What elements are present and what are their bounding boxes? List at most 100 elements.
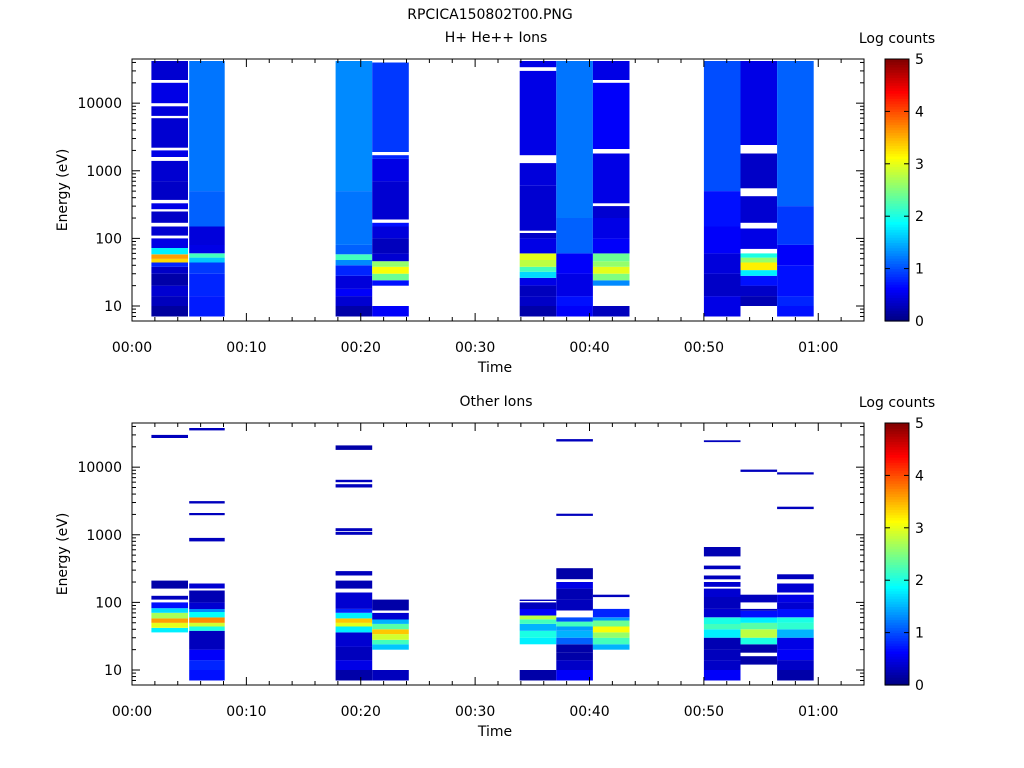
heatmap-cell xyxy=(189,612,225,618)
heatmap-cell xyxy=(703,588,741,597)
heatmap-cell xyxy=(372,261,409,267)
heatmap-cell xyxy=(556,568,593,580)
heatmap-cell xyxy=(777,637,814,650)
colorbar-swatch xyxy=(885,535,909,539)
heatmap-cell xyxy=(519,277,557,286)
colorbar-swatch xyxy=(885,640,909,644)
heatmap-cell xyxy=(151,266,188,274)
heatmap-cell xyxy=(519,599,557,601)
heatmap-cell xyxy=(189,191,225,227)
colorbar-tick-label: 1 xyxy=(915,626,924,642)
colorbar-swatch xyxy=(885,658,909,663)
colorbar-swatch xyxy=(885,559,909,563)
heatmap-cell xyxy=(740,153,778,189)
colorbar-tick-label: 3 xyxy=(915,157,924,173)
heatmap-cell xyxy=(592,153,630,204)
colorbar-swatch xyxy=(885,297,909,301)
colorbar-swatch xyxy=(885,588,909,592)
heatmap-cell xyxy=(151,580,188,589)
heatmap-cell xyxy=(592,608,630,618)
heatmap-cell xyxy=(777,622,814,630)
colorbar-swatch xyxy=(885,132,909,136)
colorbar-tick-label: 2 xyxy=(915,573,924,589)
colorbar-swatch xyxy=(885,69,909,73)
heatmap-cell xyxy=(556,599,593,611)
colorbar-swatch xyxy=(885,493,909,497)
heatmap-cell xyxy=(592,61,630,80)
colorbar-swatch xyxy=(885,462,909,466)
heatmap-cell xyxy=(740,257,778,263)
x-tick-label: 00:00 xyxy=(112,340,152,356)
colorbar-swatch xyxy=(885,108,909,112)
panel-title: Other Ions xyxy=(459,394,532,410)
heatmap-cell xyxy=(519,615,557,620)
colorbar-swatch xyxy=(885,519,909,524)
heatmap-cell xyxy=(151,296,188,306)
colorbar-swatch xyxy=(885,609,909,613)
heatmap-cell xyxy=(556,273,593,297)
y-axis-label: Energy (eV) xyxy=(55,513,71,596)
colorbar-swatch xyxy=(885,114,909,118)
heatmap-cell xyxy=(592,273,630,281)
heatmap-cell xyxy=(335,445,373,450)
colorbar-swatch xyxy=(885,546,909,550)
colorbar-swatch xyxy=(885,643,909,647)
heatmap-cell xyxy=(335,646,373,661)
colorbar-swatch xyxy=(885,485,909,490)
colorbar-swatch xyxy=(885,245,909,249)
colorbar-swatch xyxy=(885,616,909,621)
heatmap-cell xyxy=(372,222,409,227)
heatmap-cell xyxy=(592,620,630,627)
heatmap-cell xyxy=(592,238,630,254)
heatmap-cell xyxy=(519,233,557,239)
panel-title: H+ He++ Ions xyxy=(445,30,548,46)
colorbar-swatch xyxy=(885,441,909,445)
colorbar-swatch xyxy=(885,163,909,168)
colorbar-swatch xyxy=(885,289,909,293)
heatmap-cell xyxy=(592,266,630,274)
colorbar-swatch xyxy=(885,577,909,581)
colorbar-swatch xyxy=(885,64,909,68)
colorbar-swatch xyxy=(885,127,909,131)
heatmap-cell xyxy=(151,602,188,609)
heatmap-cell xyxy=(556,630,593,638)
colorbar-swatch xyxy=(885,315,909,319)
colorbar-swatch xyxy=(885,74,909,78)
heatmap-cell xyxy=(335,670,373,681)
heatmap-cell xyxy=(740,196,778,223)
heatmap-cell xyxy=(703,597,741,609)
heatmap-cell xyxy=(740,262,778,271)
heatmap-cell xyxy=(777,649,814,661)
heatmap-cell xyxy=(519,296,557,306)
panel-other-ions: Other Ions 00:00 00:10 00:20 00:30 00:40 00:5… xyxy=(55,394,935,740)
colorbar-swatch xyxy=(885,585,909,589)
heatmap-cell xyxy=(151,106,188,116)
heatmap-cell xyxy=(519,306,557,317)
heatmap-cell xyxy=(777,506,814,510)
colorbar-swatch xyxy=(885,268,909,272)
heatmap-cell xyxy=(151,608,188,613)
colorbar-swatch xyxy=(885,682,909,686)
heatmap-cell xyxy=(740,594,778,603)
heatmap-cell xyxy=(777,574,814,580)
heatmap-cell xyxy=(151,238,188,248)
y-tick-label: 10000 xyxy=(77,460,122,476)
x-axis-label: Time xyxy=(477,724,512,740)
heatmap-cell xyxy=(151,434,188,438)
heatmap-cell xyxy=(335,626,373,633)
x-tick-label: 01:00 xyxy=(798,704,838,720)
heatmap-cell xyxy=(592,306,630,317)
heatmap-cell xyxy=(151,211,188,223)
y-tick-label: 1000 xyxy=(86,164,122,180)
colorbar-swatch xyxy=(885,265,909,270)
heatmap-cell xyxy=(151,254,188,259)
heatmap-cell xyxy=(335,618,373,623)
heatmap-cell xyxy=(151,622,188,628)
colorbar-swatch xyxy=(885,454,909,458)
colorbar-swatch xyxy=(885,137,909,141)
heatmap-cell xyxy=(189,244,225,254)
heatmap-cell xyxy=(556,513,593,516)
colorbar-swatch xyxy=(885,279,909,283)
colorbar-swatch xyxy=(885,425,909,429)
colorbar-swatch xyxy=(885,624,909,628)
